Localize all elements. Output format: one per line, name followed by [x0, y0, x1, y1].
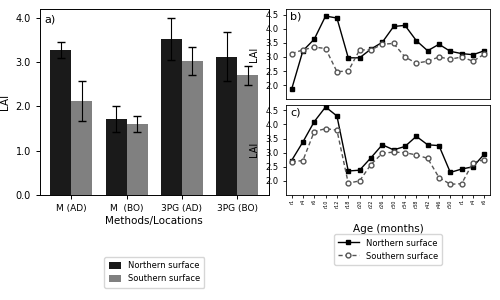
- Bar: [50, 50, 71, 195]
- Y-axis label: LAI: LAI: [0, 94, 10, 110]
- Bar: [126, 124, 148, 195]
- Legend: Northern surface, Southern surface: Northern surface, Southern surface: [104, 257, 204, 288]
- Bar: [237, 75, 258, 195]
- Y-axis label: LAI: LAI: [250, 46, 260, 62]
- Text: a): a): [44, 15, 56, 25]
- Y-axis label: LAI: LAI: [250, 142, 260, 158]
- Text: b): b): [290, 12, 302, 22]
- X-axis label: Methods/Locations: Methods/Locations: [106, 216, 203, 226]
- X-axis label: Age (months): Age (months): [352, 224, 424, 234]
- Legend: Northern surface, Southern surface: Northern surface, Southern surface: [334, 234, 442, 265]
- Bar: [161, 39, 182, 195]
- Bar: [72, 101, 92, 195]
- Text: c): c): [290, 107, 300, 117]
- Bar: [182, 61, 203, 195]
- Bar: [216, 57, 237, 195]
- Bar: [106, 119, 126, 195]
